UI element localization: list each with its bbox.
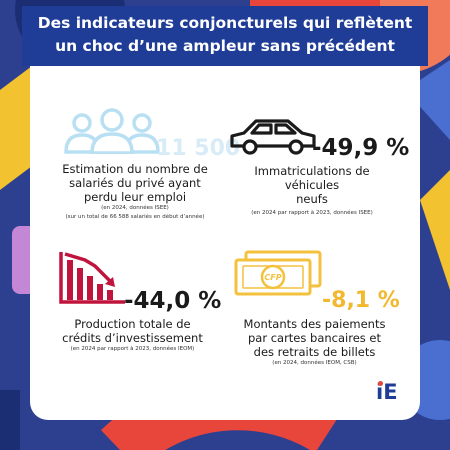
logo-text: iE [376, 380, 398, 404]
credit-value: -44,0 % [124, 288, 222, 314]
payments-desc-1: Montants des paiements [243, 317, 386, 331]
employment-desc-1: Estimation du nombre de [62, 162, 208, 176]
payments-value: -8,1 % [322, 288, 400, 313]
title-line-2: un choc d’une ampleur sans précédent [55, 37, 395, 55]
employment-desc-3: perdu leur emploi [83, 190, 187, 204]
employment-block: Estimation du nombre de salariés du priv… [40, 162, 230, 222]
cars-block: Immatriculations de véhicules neufs (en … [232, 164, 392, 218]
payments-desc-2: par cartes bancaires et [247, 331, 382, 345]
credit-desc-2: crédits d’investissement [62, 331, 203, 345]
banknote-icon: CFP [234, 250, 322, 296]
employment-desc-2: salariés du privé ayant [69, 176, 201, 190]
payments-block: Montants des paiements par cartes bancai… [232, 317, 397, 368]
employment-note-1: (en 2024, données ISEE) [101, 205, 169, 211]
ieom-logo: iE [376, 381, 400, 405]
banknote-label: CFP [264, 273, 281, 282]
credit-block: Production totale de crédits d’investiss… [50, 317, 215, 354]
payments-note-1: (en 2024, données IEOM, CSB) [272, 360, 357, 366]
employment-note-2: (sur un total de 66 588 salariés en débu… [65, 214, 205, 220]
credit-desc-1: Production totale de [74, 317, 191, 331]
car-icon [230, 119, 316, 155]
cars-desc-1: Immatriculations de véhicules [254, 164, 370, 192]
people-icon [64, 108, 160, 154]
employment-value: 11 500 [156, 136, 241, 161]
title-banner: Des indicateurs conjoncturels qui reflèt… [22, 6, 428, 66]
declining-chart-icon [59, 252, 125, 304]
credit-note-1: (en 2024 par rapport à 2023, données IEO… [70, 346, 195, 352]
title-line-1: Des indicateurs conjoncturels qui reflèt… [37, 14, 413, 32]
logo-accent-dot [378, 381, 383, 386]
cars-desc-2: neufs [296, 192, 328, 206]
infographic-card [30, 30, 420, 420]
cars-value: -49,9 % [312, 135, 410, 161]
cars-note-1: (en 2024 par rapport à 2023, données ISE… [251, 210, 373, 216]
payments-desc-3: des retraits de billets [253, 345, 376, 359]
